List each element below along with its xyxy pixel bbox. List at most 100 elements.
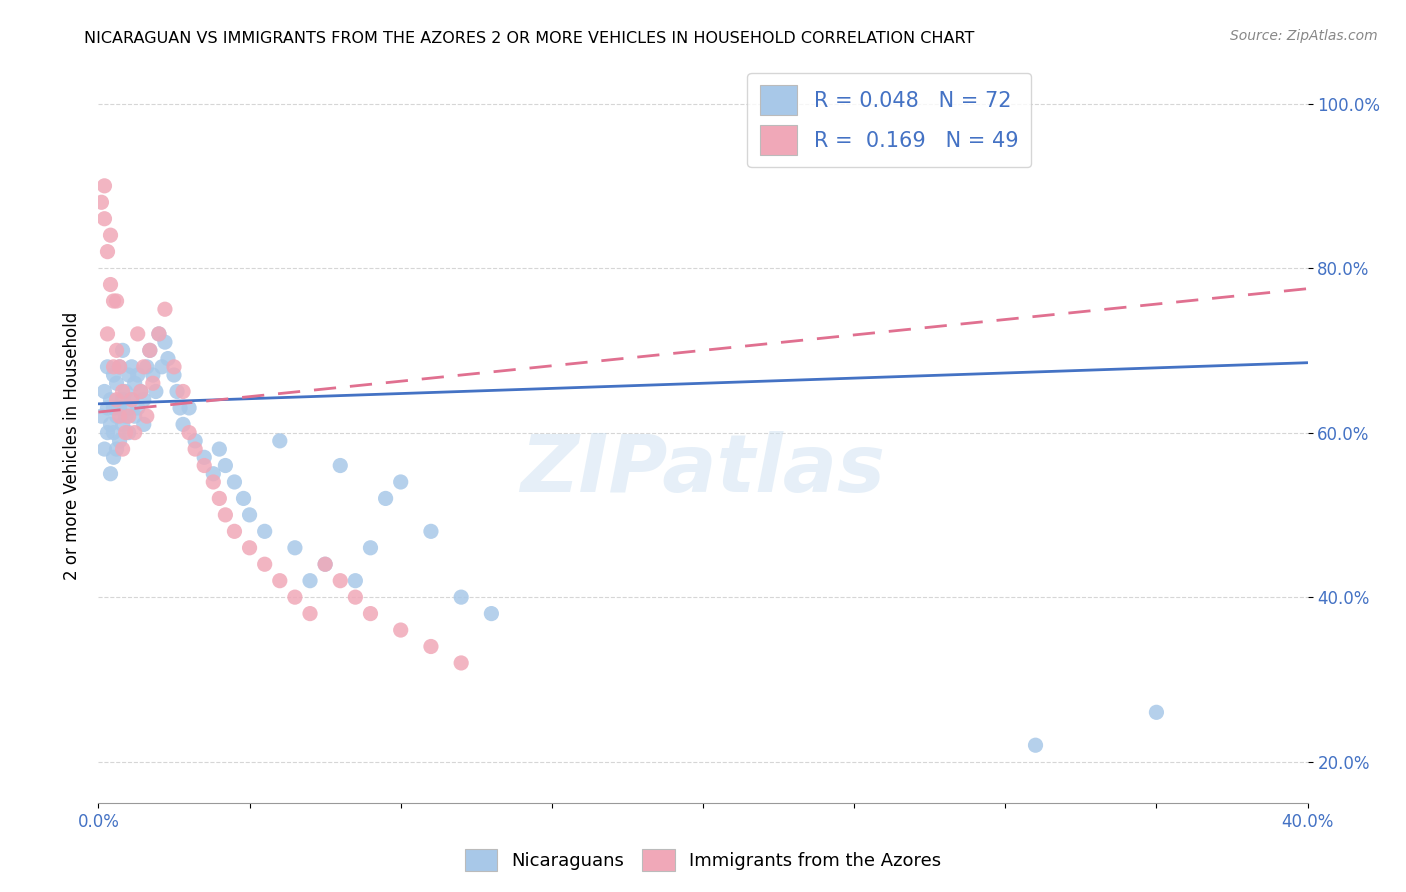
Point	[420, 640, 443, 654]
Point	[202, 475, 225, 489]
Point	[389, 475, 412, 489]
Point	[105, 293, 128, 308]
Point	[184, 434, 207, 448]
Point	[269, 434, 291, 448]
Point	[179, 425, 201, 440]
Point	[139, 343, 162, 358]
Point	[111, 343, 134, 358]
Point	[93, 178, 115, 193]
Point	[314, 558, 336, 572]
Point	[132, 359, 155, 374]
Point	[111, 384, 134, 399]
Point	[127, 368, 149, 382]
Point	[156, 351, 179, 366]
Point	[111, 392, 134, 407]
Point	[100, 417, 122, 432]
Point	[153, 302, 176, 317]
Point	[121, 392, 143, 407]
Point	[105, 343, 128, 358]
Point	[142, 368, 165, 382]
Point	[232, 491, 254, 506]
Point	[314, 558, 336, 572]
Point	[108, 359, 131, 374]
Point	[103, 450, 125, 465]
Point	[299, 574, 322, 588]
Point	[150, 359, 173, 374]
Point	[163, 359, 186, 374]
Point	[344, 574, 367, 588]
Text: NICARAGUAN VS IMMIGRANTS FROM THE AZORES 2 OR MORE VEHICLES IN HOUSEHOLD CORRELA: NICARAGUAN VS IMMIGRANTS FROM THE AZORES…	[84, 31, 974, 46]
Point	[179, 401, 201, 415]
Point	[100, 228, 122, 243]
Point	[299, 607, 322, 621]
Point	[121, 392, 143, 407]
Point	[153, 335, 176, 350]
Point	[132, 392, 155, 407]
Legend: Nicaraguans, Immigrants from the Azores: Nicaraguans, Immigrants from the Azores	[457, 842, 949, 879]
Point	[96, 401, 118, 415]
Point	[166, 384, 188, 399]
Point	[135, 359, 157, 374]
Point	[135, 409, 157, 424]
Point	[132, 417, 155, 432]
Point	[329, 574, 352, 588]
Legend: R = 0.048   N = 72, R =  0.169   N = 49: R = 0.048 N = 72, R = 0.169 N = 49	[748, 73, 1031, 167]
Point	[93, 211, 115, 226]
Point	[139, 343, 162, 358]
Point	[96, 359, 118, 374]
Point	[96, 326, 118, 341]
Point	[184, 442, 207, 456]
Point	[224, 475, 246, 489]
Text: Source: ZipAtlas.com: Source: ZipAtlas.com	[1230, 29, 1378, 43]
Point	[253, 558, 276, 572]
Point	[90, 195, 112, 210]
Point	[93, 384, 115, 399]
Point	[360, 541, 382, 555]
Point	[118, 425, 141, 440]
Point	[118, 368, 141, 382]
Point	[96, 425, 118, 440]
Point	[100, 277, 122, 292]
Point	[103, 293, 125, 308]
Point	[329, 458, 352, 473]
Point	[284, 590, 307, 604]
Point	[172, 417, 194, 432]
Point	[100, 392, 122, 407]
Point	[163, 368, 186, 382]
Point	[202, 467, 225, 481]
Text: ZIPatlas: ZIPatlas	[520, 431, 886, 508]
Point	[224, 524, 246, 539]
Point	[129, 384, 152, 399]
Point	[121, 359, 143, 374]
Point	[481, 607, 503, 621]
Point	[148, 326, 170, 341]
Point	[100, 467, 122, 481]
Point	[169, 401, 191, 415]
Point	[360, 607, 382, 621]
Point	[103, 368, 125, 382]
Point	[1024, 738, 1046, 752]
Point	[124, 409, 146, 424]
Point	[145, 384, 167, 399]
Point	[118, 401, 141, 415]
Point	[105, 409, 128, 424]
Point	[148, 326, 170, 341]
Point	[111, 417, 134, 432]
Point	[214, 458, 236, 473]
Point	[253, 524, 276, 539]
Point	[108, 434, 131, 448]
Point	[105, 376, 128, 391]
Point	[129, 384, 152, 399]
Point	[208, 491, 231, 506]
Point	[127, 326, 149, 341]
Point	[450, 656, 472, 670]
Point	[103, 359, 125, 374]
Point	[127, 401, 149, 415]
Point	[108, 401, 131, 415]
Point	[172, 384, 194, 399]
Point	[118, 409, 141, 424]
Point	[193, 458, 215, 473]
Point	[96, 244, 118, 259]
Point	[114, 425, 136, 440]
Point	[105, 392, 128, 407]
